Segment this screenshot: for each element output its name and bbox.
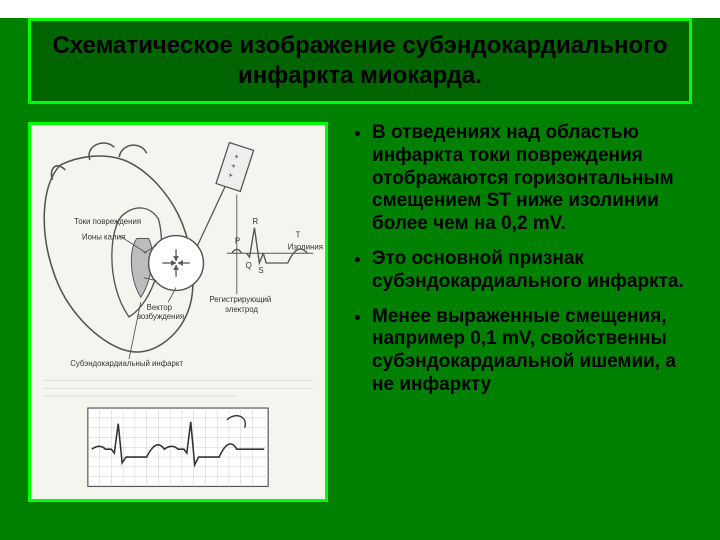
title-box: Схематическое изображение субэндокардиал… <box>28 18 692 104</box>
label-S: S <box>258 266 263 275</box>
label-Q: Q <box>246 261 252 270</box>
label-iony: Ионы калия <box>82 232 125 241</box>
label-vektor-2: возбуждения <box>137 312 184 321</box>
label-toki: Токи повреждения <box>74 217 141 226</box>
label-vektor-1: Вектор <box>147 303 173 312</box>
ecg-strip <box>88 408 268 486</box>
label-T: T <box>296 231 301 240</box>
label-reg-1: Регистрирующий <box>209 295 271 304</box>
electrode-icon: + + + <box>198 143 254 246</box>
bullet-item: В отведениях над областью инфаркта токи … <box>372 122 692 236</box>
label-izol: Изолиния <box>288 242 323 251</box>
label-reg-2: электрод <box>225 305 258 314</box>
bullet-item: Менее выраженные смещения, например 0,1 … <box>372 306 692 397</box>
figure-panel: + + + Токи повреждения Ионы калия Вектор… <box>28 122 328 502</box>
slide-title: Схематическое изображение субэндокардиал… <box>49 31 671 91</box>
figure-svg: + + + Токи повреждения Ионы калия Вектор… <box>31 125 325 499</box>
zoom-circle <box>144 236 204 291</box>
label-R: R <box>252 217 258 226</box>
background-text-lines <box>43 381 313 397</box>
bullet-list: В отведениях над областью инфаркта токи … <box>350 122 692 397</box>
label-P: P <box>235 236 240 245</box>
content-row: + + + Токи повреждения Ионы калия Вектор… <box>0 104 720 502</box>
bullet-item: Это основной признак субэндокардиального… <box>372 248 692 294</box>
slide: Схематическое изображение субэндокардиал… <box>0 18 720 540</box>
label-sub: Субэндокардиальный инфаркт <box>70 359 183 368</box>
qrs-schematic: Изолиния P R Q S T <box>227 217 323 275</box>
text-column: В отведениях над областью инфаркта токи … <box>350 122 692 502</box>
